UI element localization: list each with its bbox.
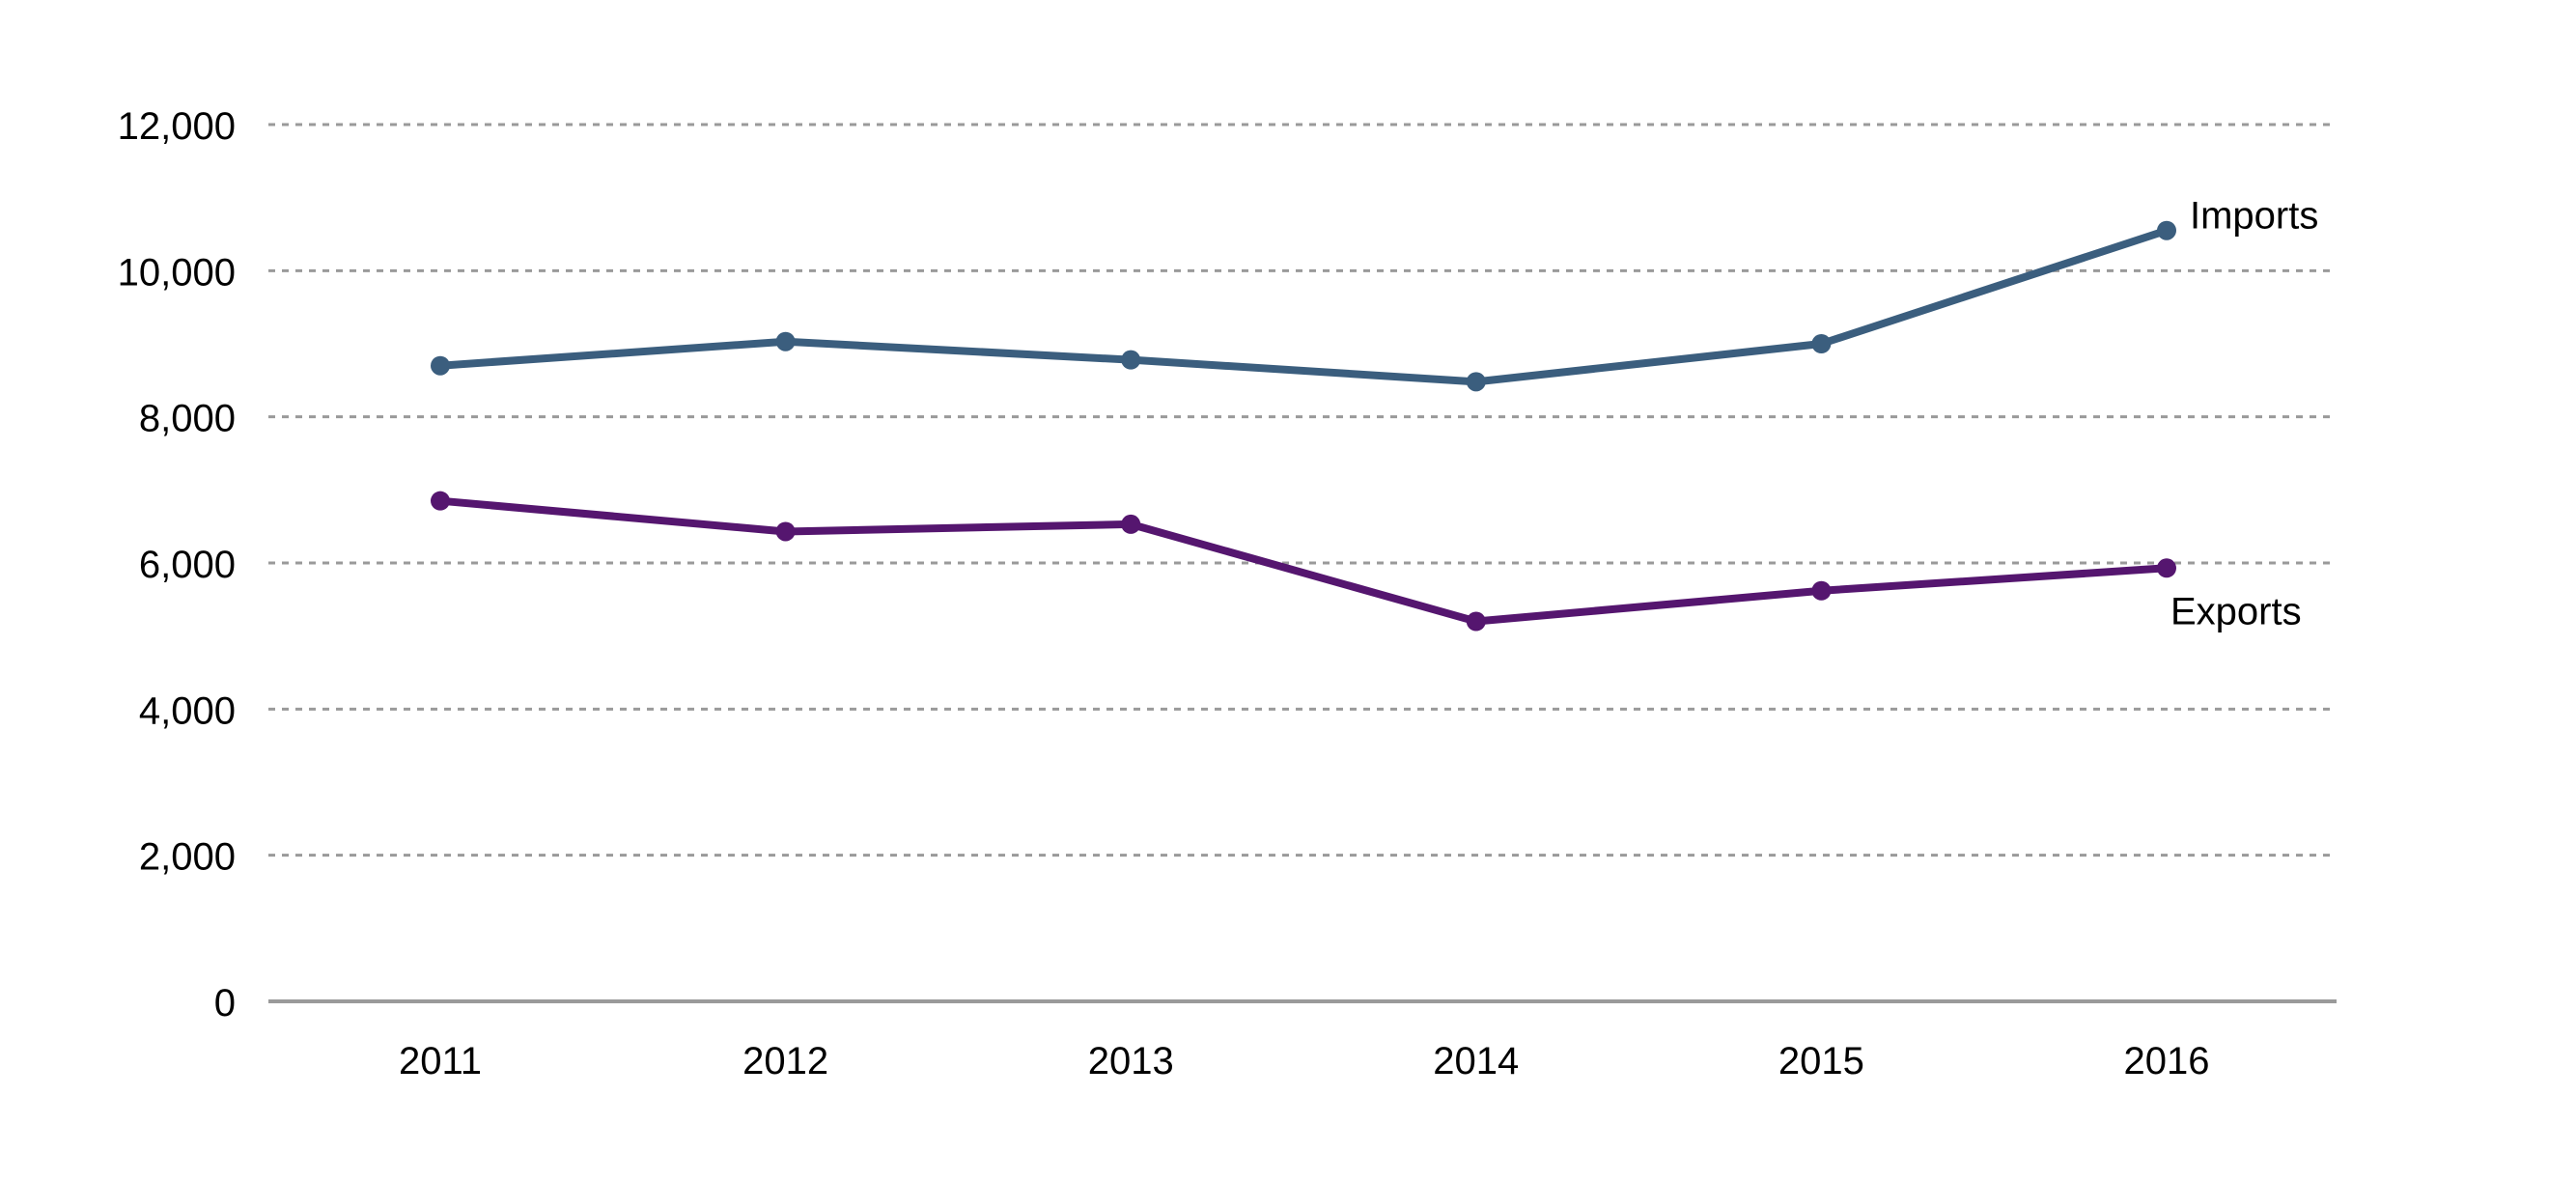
y-tick-label: 12,000	[118, 105, 236, 148]
y-tick-label: 0	[214, 982, 236, 1025]
imports-data-point	[2157, 220, 2176, 240]
imports-data-point	[775, 331, 796, 351]
x-tick-label: 2013	[1088, 1040, 1174, 1082]
imports-data-point	[431, 355, 450, 376]
x-tick-label: 2015	[1778, 1040, 1864, 1082]
gridlines	[268, 123, 2337, 1003]
imports-data-point	[1121, 350, 1141, 370]
exports-data-point	[1121, 514, 1141, 534]
series-lines	[431, 220, 2176, 632]
y-tick-label: 6,000	[139, 544, 236, 586]
exports-data-point	[1466, 611, 1486, 632]
x-axis-tick-labels: 2011 2012 2013 2014 2015 2016	[399, 1040, 2210, 1082]
x-tick-label: 2016	[2124, 1040, 2210, 1082]
y-tick-label: 2,000	[139, 836, 236, 879]
imports-data-point	[1811, 334, 1832, 353]
exports-data-point	[431, 491, 450, 511]
exports-data-point	[775, 521, 796, 542]
exports-series-line	[436, 496, 2170, 626]
series-end-labels: Imports Exports	[2170, 195, 2318, 633]
x-tick-label: 2012	[742, 1040, 828, 1082]
y-tick-label: 8,000	[139, 398, 236, 440]
y-tick-label: 4,000	[139, 689, 236, 732]
y-tick-label: 10,000	[118, 251, 236, 294]
x-tick-label: 2011	[399, 1040, 482, 1082]
imports-data-point	[1466, 372, 1486, 392]
imports-series-line	[436, 226, 2170, 386]
exports-data-point	[1811, 580, 1832, 601]
x-tick-label: 2014	[1433, 1040, 1519, 1082]
imports-series-label: Imports	[2190, 195, 2318, 238]
exports-data-point	[2157, 558, 2176, 578]
exports-series-label: Exports	[2170, 590, 2302, 632]
y-axis-tick-labels: 0 2,000 4,000 6,000 8,000 10,000 12,000	[118, 105, 236, 1025]
